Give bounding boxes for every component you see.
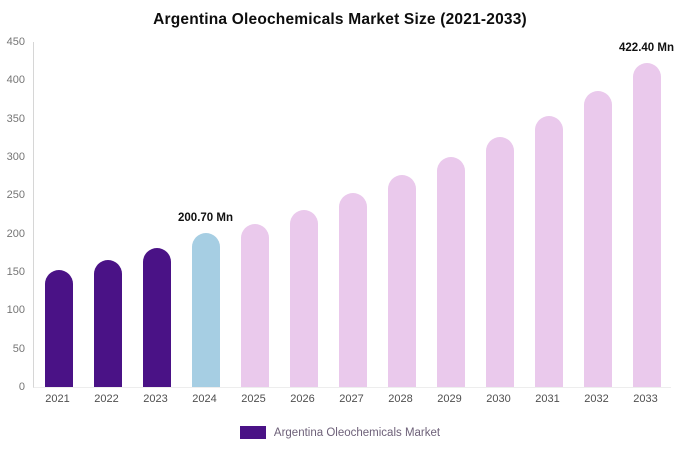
x-tick-2022: 2022 [94, 393, 119, 405]
y-tick-0: 0 [18, 381, 25, 393]
x-tick-2031: 2031 [535, 393, 560, 405]
x-tick-2026: 2026 [290, 393, 315, 405]
y-tick-400: 400 [6, 74, 25, 87]
x-tick-2027: 2027 [339, 393, 364, 405]
y-axis: 0 50 100 150 200 250 300 350 400 450 [0, 36, 28, 393]
x-tick-2029: 2029 [437, 393, 462, 405]
legend-label: Argentina Oleochemicals Market [273, 426, 441, 439]
y-tick-200: 200 [6, 227, 25, 240]
legend: Argentina Oleochemicals Market [0, 426, 680, 439]
bar-2024 [191, 233, 220, 387]
bar-2029 [436, 157, 465, 387]
bar-2033 [632, 63, 661, 387]
bar-2028 [387, 175, 416, 387]
bar-2026 [289, 209, 318, 387]
x-tick-2023: 2023 [143, 393, 168, 405]
x-tick-2028: 2028 [388, 393, 413, 405]
y-tick-300: 300 [6, 151, 25, 163]
x-axis: 2021 2022 2023 2024 2025 2026 2027 2028 2029 2030… [33, 393, 671, 409]
bar-2022 [93, 259, 122, 387]
y-tick-450: 450 [6, 36, 25, 48]
y-tick-100: 100 [6, 304, 25, 317]
y-tick-50: 50 [12, 342, 25, 355]
bar-2023 [142, 248, 171, 387]
bar-value-label-2024: 200.70 Mn [178, 212, 233, 225]
x-tick-2033: 2033 [633, 393, 658, 405]
bar-value-label-2033: 422.40 Mn [619, 42, 674, 55]
x-tick-2030: 2030 [486, 393, 511, 405]
x-tick-2021: 2021 [45, 393, 70, 405]
y-tick-250: 250 [6, 189, 25, 202]
bar-2030 [485, 137, 514, 387]
y-tick-350: 350 [6, 112, 25, 125]
y-tick-150: 150 [6, 266, 25, 278]
bar-2025 [240, 223, 269, 387]
x-tick-2025: 2025 [241, 393, 266, 405]
bar-2021 [44, 270, 73, 387]
bar-2031 [534, 115, 563, 387]
legend-swatch [239, 426, 266, 439]
chart-title: Argentina Oleochemicals Market Size (202… [153, 11, 527, 28]
bar-2027 [338, 193, 367, 387]
bar-2032 [583, 91, 612, 387]
x-tick-2032: 2032 [584, 393, 609, 405]
x-tick-2024: 2024 [192, 393, 217, 405]
plot-area: 200.70 Mn 422.40 Mn [33, 42, 674, 388]
